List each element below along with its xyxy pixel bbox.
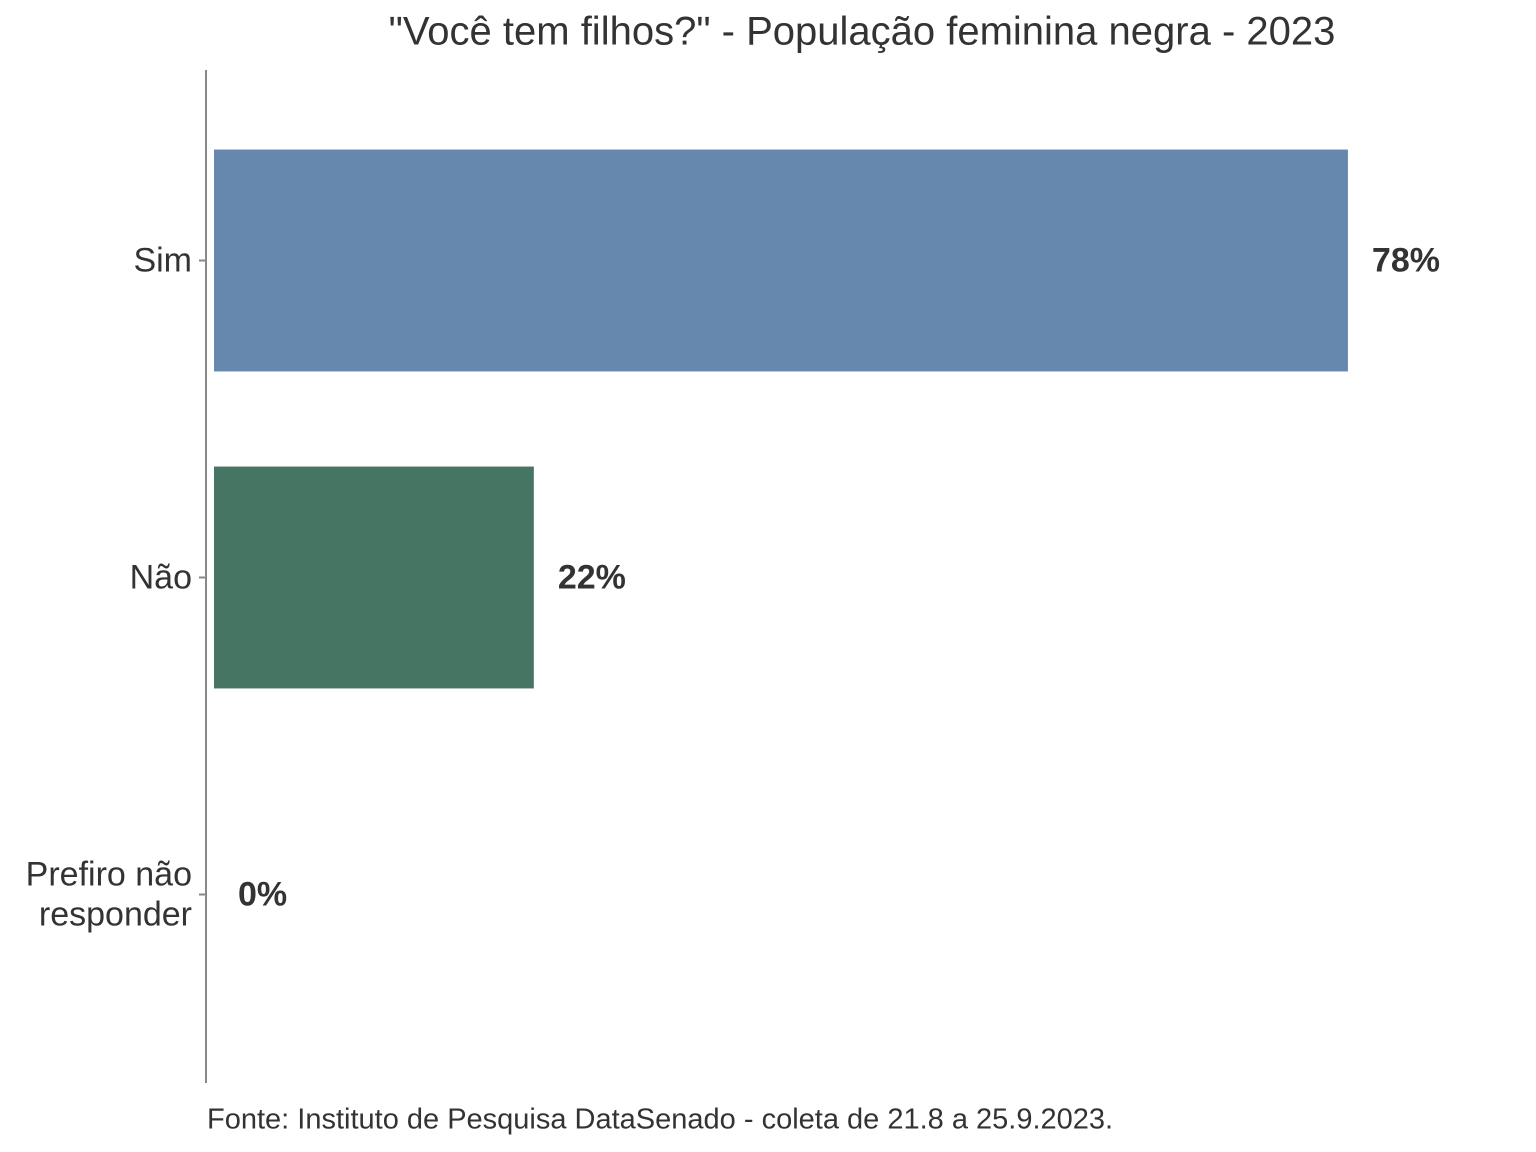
- bar: [214, 149, 1348, 372]
- y-tick-label: Prefiro não responder: [26, 855, 192, 933]
- y-tick-label: Não: [130, 558, 192, 596]
- y-tick-label: Sim: [133, 241, 192, 279]
- value-label: 22%: [558, 558, 626, 596]
- value-label: 0%: [238, 875, 287, 913]
- chart-title: "Você tem filhos?" - População feminina …: [389, 10, 1336, 54]
- bar: [214, 466, 534, 689]
- value-label: 78%: [1372, 241, 1440, 279]
- caption: Fonte: Instituto de Pesquisa DataSenado …: [207, 1104, 1113, 1136]
